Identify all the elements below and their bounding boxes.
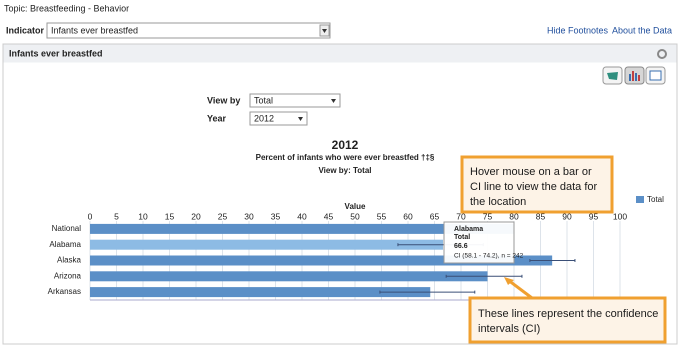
link[interactable]: Hide Footnotes xyxy=(547,25,609,35)
x-tick-label: 70 xyxy=(456,211,466,221)
bar xyxy=(90,255,553,266)
tooltip-value: 66.6 xyxy=(454,243,468,250)
x-tick-label: 65 xyxy=(430,211,440,221)
year-value: 2012 xyxy=(254,113,274,123)
ci-line xyxy=(445,274,523,278)
x-tick-label: 60 xyxy=(403,211,413,221)
ci-line xyxy=(529,259,576,262)
year-label: Year xyxy=(207,113,227,123)
indicator-select[interactable]: Infants ever breastfed xyxy=(46,22,331,39)
x-tick-label: 50 xyxy=(350,211,360,221)
y-tick-label: National xyxy=(52,224,82,233)
link[interactable]: About the Data xyxy=(612,25,672,35)
x-tick-label: 10 xyxy=(138,211,148,221)
callout-text: CI line to view the data for xyxy=(470,181,598,193)
x-tick-label: 15 xyxy=(165,211,175,221)
x-axis-label: Value xyxy=(345,202,366,211)
x-tick-label: 80 xyxy=(509,211,519,221)
bar xyxy=(90,271,488,282)
panel-header xyxy=(3,44,677,63)
bar xyxy=(90,287,431,298)
view-by-value: Total xyxy=(254,95,273,105)
view-by-select[interactable]: Total xyxy=(249,93,341,108)
topic: Topic: Breastfeeding - Behavior xyxy=(4,3,129,13)
callout xyxy=(468,296,667,344)
tooltip-ci: CI (58.1 - 74.2), n = 242 xyxy=(454,253,524,260)
plot: 0 5 10 15 20 25 30 35 40 45 50 55 60 65 70 75 80 85 90 95 10… xyxy=(48,195,664,301)
chart-icon[interactable] xyxy=(624,66,645,85)
indicator-label: Indicator xyxy=(6,25,45,35)
chart-subtitle: Percent of infants who were ever breastf… xyxy=(256,153,435,162)
callout-text: intervals (CI) xyxy=(478,323,540,335)
callout-arrowhead xyxy=(504,277,514,285)
gear-icon[interactable] xyxy=(657,49,667,59)
x-tick-label: 30 xyxy=(244,211,254,221)
y-tick-label: Arkansas xyxy=(48,287,81,296)
x-tick-label: 40 xyxy=(297,211,307,221)
panel-title: Infants ever breastfed xyxy=(9,48,103,58)
legend-label: Total xyxy=(647,195,664,204)
x-tick-label: 100 xyxy=(613,211,627,221)
x-tick-label: 90 xyxy=(562,211,572,221)
callout xyxy=(460,155,614,214)
tooltip-location: Alabama xyxy=(454,226,483,233)
callout-text: Hover mouse on a bar or xyxy=(470,166,592,178)
x-tick-label: 5 xyxy=(114,211,119,221)
x-tick-label: 20 xyxy=(191,211,201,221)
y-tick-label: Alaska xyxy=(57,256,82,265)
x-tick-label: 95 xyxy=(589,211,599,221)
view-by-label: View by xyxy=(207,95,240,105)
tooltip: Alabama Total 66.6 CI (58.1 - 74.2), n =… xyxy=(443,221,524,264)
view-by: View by: Total xyxy=(318,166,371,175)
tooltip-series: Total xyxy=(454,234,470,241)
y-tick-label: Alabama xyxy=(49,240,81,249)
callout-arrow xyxy=(507,278,533,300)
x-tick-label: 25 xyxy=(218,211,228,221)
x-tick-label: 35 xyxy=(271,211,281,221)
indicator-value: Infants ever breastfed xyxy=(51,25,138,35)
callout-text: the location xyxy=(470,196,526,208)
legend-swatch xyxy=(636,196,644,203)
ci-line xyxy=(379,290,476,294)
x-tick-label: 55 xyxy=(377,211,387,221)
callout-text: These lines represent the confidence xyxy=(478,308,658,320)
x-tick-label: 0 xyxy=(88,211,93,221)
x-tick-label: 75 xyxy=(483,211,493,221)
bar xyxy=(90,239,443,250)
y-tick-label: Arizona xyxy=(54,271,82,280)
bar xyxy=(90,223,514,234)
x-tick-label: 85 xyxy=(536,211,546,221)
year-select[interactable]: 2012 xyxy=(249,111,308,126)
x-tick-label: 45 xyxy=(324,211,334,221)
chart-title: 2012 xyxy=(332,138,359,152)
